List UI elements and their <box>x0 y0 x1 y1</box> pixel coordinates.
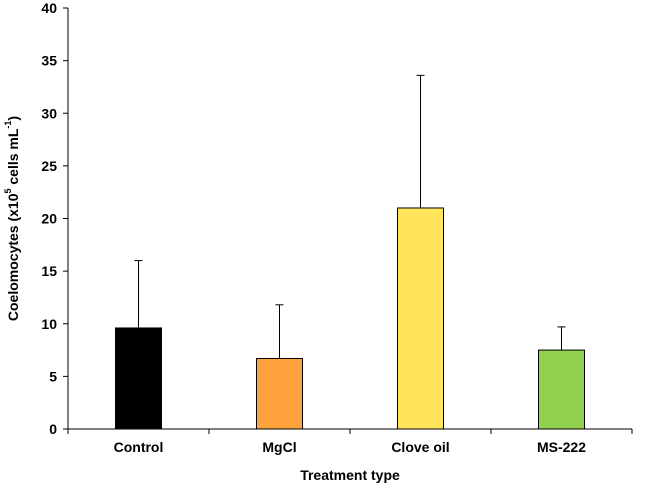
y-tick-label: 10 <box>41 316 57 332</box>
bar <box>397 207 444 430</box>
y-axis-title-superscript: 5 <box>3 188 13 193</box>
y-axis-title-main: Coelomocytes (x10 <box>5 193 21 321</box>
y-tick-label: 15 <box>41 263 57 279</box>
y-axis-title-end: ) <box>5 116 21 121</box>
y-tick-label: 5 <box>49 368 57 384</box>
x-tick-label: Clove oil <box>391 439 449 455</box>
y-tick-label: 30 <box>41 105 57 121</box>
y-axis-ticks: 0 5 10 15 20 25 30 35 40 <box>41 0 68 437</box>
y-axis-title-units: cells mL <box>5 128 21 188</box>
y-tick-label: 20 <box>41 211 57 227</box>
x-tick-label: MgCl <box>262 439 296 455</box>
y-axis-title: Coelomocytes (x105 cells mL-1) <box>3 116 20 321</box>
x-axis-title: Treatment type <box>300 467 400 483</box>
bars-group <box>115 207 585 430</box>
y-tick-label: 40 <box>41 0 57 16</box>
bar <box>115 327 162 430</box>
bar <box>256 357 303 430</box>
x-tick-label: MS-222 <box>537 439 586 455</box>
bar <box>538 349 585 430</box>
y-tick-label: 0 <box>49 421 57 437</box>
y-tick-label: 35 <box>41 53 57 69</box>
error-bars-group <box>134 74 566 359</box>
y-axis-title-exponent: -1 <box>3 121 13 129</box>
x-axis-ticks: Control MgCl Clove oil MS-222 <box>67 429 633 455</box>
x-tick-label: Control <box>114 439 164 455</box>
y-tick-label: 25 <box>41 158 57 174</box>
